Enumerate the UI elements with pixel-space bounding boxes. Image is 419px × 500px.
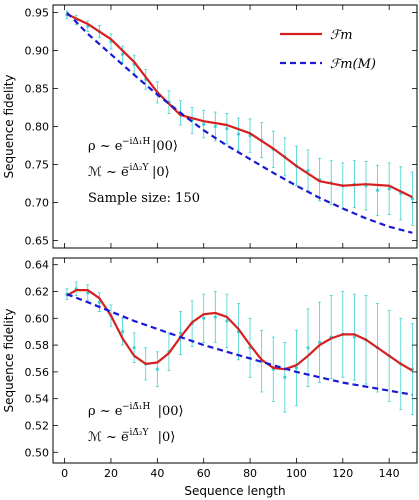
y-axis-label: Sequence fidelity — [2, 74, 16, 178]
data-point — [120, 330, 125, 334]
top-panel: 0.65 0.70 0.75 0.80 0.85 0.90 0.95 Sequence fid… — [2, 4, 418, 249]
x-tick-label: 60 — [197, 467, 211, 480]
rho-annotation-exponent: −iΔ₁H — [122, 137, 151, 147]
rho-annotation-exponent: −iΔ̃₁H — [122, 401, 151, 412]
data-point — [202, 316, 206, 320]
series-line-fit — [66, 13, 413, 199]
data-point — [283, 375, 287, 379]
m-annotation-ket: |0⟩ — [158, 430, 176, 445]
series-line-model — [66, 11, 413, 234]
data-point — [120, 52, 125, 56]
series-line-fit — [66, 289, 413, 372]
x-axis-label: Sequence length — [184, 484, 285, 498]
x-tick-label: 40 — [150, 467, 164, 480]
plot-frame — [52, 257, 418, 464]
y-tick-label: 0.52 — [25, 419, 50, 432]
m-annotation-ket: |0⟩ — [152, 165, 170, 180]
rho-annotation-ket: |00⟩ — [158, 404, 184, 419]
y-tick-label: 0.85 — [25, 83, 50, 96]
rho-annotation-ket: |00⟩ — [152, 139, 178, 154]
m-annotation: ℳ ~ e — [88, 430, 129, 445]
data-point — [375, 188, 380, 192]
y-tick-label: 0.50 — [25, 446, 50, 459]
m-annotation-exponent: −iΔ̃₂Y — [122, 427, 150, 438]
data-point — [97, 300, 101, 304]
m-annotation-exponent: −iΔ₂Y — [122, 163, 150, 173]
data-point — [225, 319, 229, 323]
data-point — [318, 340, 322, 345]
data-point — [306, 346, 310, 350]
rho-annotation: ρ ~ e — [88, 404, 123, 419]
x-tick-label: 20 — [104, 467, 118, 480]
data-point — [132, 346, 136, 350]
bottom-panel: 0.50 0.52 0.54 0.56 0.58 0.60 0.62 0.64 0 20 40 60 8… — [2, 257, 418, 498]
plot-frame — [52, 4, 418, 249]
y-tick-label: 0.60 — [25, 312, 50, 325]
rho-annotation: ρ ~ e — [88, 139, 123, 154]
plot-area — [65, 10, 414, 234]
data-point — [155, 367, 159, 371]
x-tick-label: 140 — [379, 467, 400, 480]
y-tick-label: 0.56 — [25, 366, 50, 379]
data-point — [306, 168, 310, 173]
y-tick-label: 0.54 — [25, 393, 50, 406]
x-tick-label: 100 — [286, 467, 307, 480]
data-point — [387, 187, 391, 191]
y-tick-label: 0.80 — [25, 121, 50, 134]
x-tick-label: 80 — [243, 467, 257, 480]
x-tick-label: 120 — [332, 467, 353, 480]
legend-model-label: ℱm(M) — [330, 57, 376, 72]
y-tick-label: 0.65 — [25, 234, 50, 247]
y-tick-label: 0.90 — [25, 45, 50, 58]
data-point — [202, 122, 206, 126]
series-line-model — [66, 293, 413, 396]
data-point — [213, 124, 217, 129]
data-point — [225, 127, 229, 131]
data-point — [178, 331, 183, 335]
m-annotation: ℳ ~ e — [88, 165, 129, 180]
y-tick-label: 0.95 — [25, 7, 50, 20]
data-point — [213, 315, 217, 319]
y-tick-label: 0.62 — [25, 285, 50, 298]
y-tick-label: 0.64 — [25, 259, 50, 272]
legend-fit-label: ℱm — [330, 28, 353, 43]
data-point — [352, 335, 357, 339]
y-axis-label: Sequence fidelity — [2, 308, 16, 412]
y-tick-label: 0.75 — [25, 158, 50, 171]
x-tick-label: 0 — [61, 467, 68, 480]
data-point — [294, 366, 299, 370]
y-tick-label: 0.70 — [25, 196, 50, 209]
y-tick-label: 0.58 — [25, 339, 50, 352]
plot-area — [65, 281, 414, 416]
data-point — [236, 132, 241, 136]
sample-size-label: Sample size: 150 — [88, 191, 200, 206]
